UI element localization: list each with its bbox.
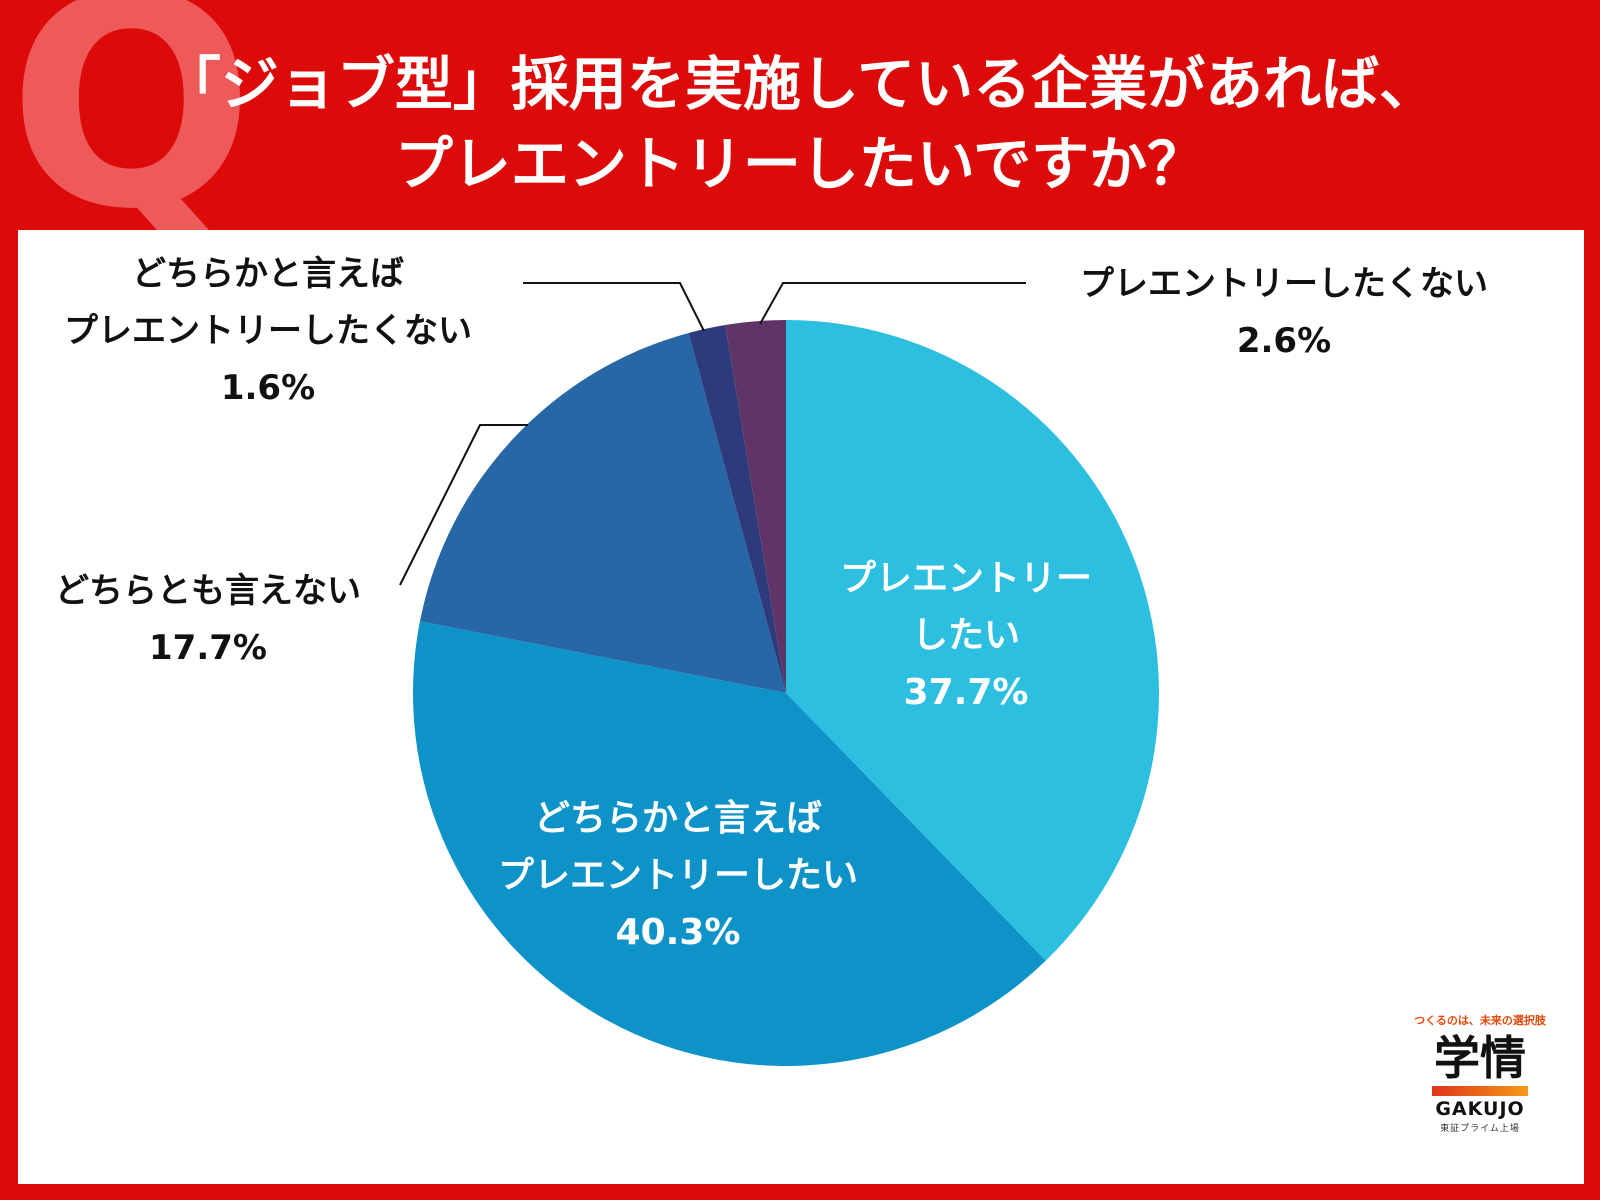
chart-title: 「ジョブ型」採用を実施している企業があれば、 プレエントリーしたいですか？ bbox=[0, 44, 1600, 204]
title-line-1: 「ジョブ型」採用を実施している企業があれば、 bbox=[162, 50, 1438, 118]
pie-chart: プレエントリーしたい37.7%どちらかと言えばプレエントリーしたい40.3%どち… bbox=[55, 254, 1488, 1067]
chart-panel: プレエントリー したい 37.7% どちらかと言えば プレエントリーしたい 40.3% どち… bbox=[18, 230, 1584, 1184]
slice-value-label-3: 17.7% bbox=[149, 628, 267, 668]
slice-value-label-5: 2.6% bbox=[1237, 321, 1331, 361]
leader-line-5 bbox=[759, 282, 1026, 325]
leader-line-3 bbox=[399, 424, 528, 586]
q-mark: Q bbox=[8, 0, 255, 273]
leader-line-4 bbox=[523, 282, 705, 332]
slice-value-label-4: 1.6% bbox=[221, 368, 315, 408]
logo-tagline: つくるのは、未来の選択肢 bbox=[1414, 1014, 1546, 1027]
slice-labels: プレエントリーしたい37.7%どちらかと言えばプレエントリーしたい40.3%どち… bbox=[55, 254, 1488, 953]
slice-category-label-5: プレエントリーしたくない bbox=[1080, 264, 1488, 304]
slice-value-label-2: 40.3% bbox=[616, 912, 741, 953]
gakujo-logo: つくるのは、未来の選択肢 学情 GAKUJO 東証プライム上場 bbox=[1400, 1012, 1560, 1134]
title-line-2: プレエントリーしたいですか？ bbox=[394, 130, 1206, 198]
logo-sub: 東証プライム上場 bbox=[1440, 1124, 1520, 1134]
slice-value-label-1: 37.7% bbox=[904, 672, 1029, 713]
slice-category-label-2: プレエントリーしたい bbox=[498, 855, 858, 896]
pie-slice-3 bbox=[419, 332, 786, 693]
slice-category-label-3: どちらとも言えない bbox=[55, 571, 361, 611]
slice-category-label-1: したい bbox=[912, 615, 1020, 656]
slice-category-label-2: どちらかと言えば bbox=[534, 798, 822, 839]
leader-lines bbox=[399, 282, 1026, 586]
pie-slice-1 bbox=[786, 320, 1159, 961]
logo-bar bbox=[1432, 1086, 1528, 1096]
slice-category-label-1: プレエントリー bbox=[840, 558, 1092, 599]
slice-category-label-4: プレエントリーしたくない bbox=[64, 311, 472, 351]
pie-slice-2 bbox=[412, 621, 1046, 1067]
logo-kanji: 学情 bbox=[1434, 1031, 1526, 1085]
logo-name: GAKUJO bbox=[1435, 1098, 1525, 1120]
pie-slice-5 bbox=[725, 320, 786, 693]
pie-slices bbox=[412, 320, 1159, 1067]
slice-category-label-4: どちらかと言えば bbox=[132, 254, 404, 294]
pie-slice-4 bbox=[688, 324, 786, 693]
